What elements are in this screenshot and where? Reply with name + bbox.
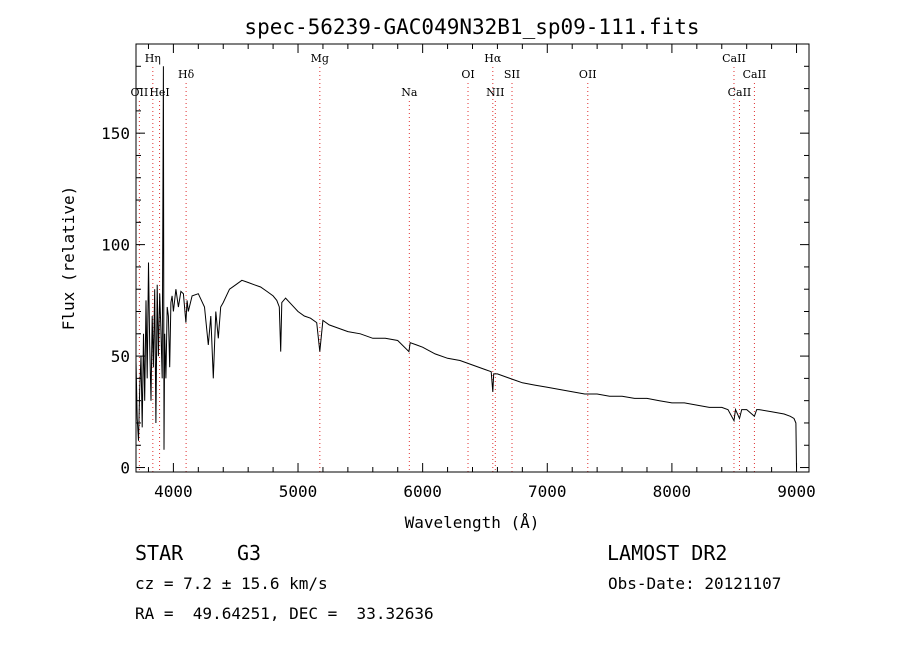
plot-frame (135, 43, 810, 473)
spectral-line-label: OI (461, 68, 474, 81)
spectral-line-label: Hα (484, 52, 502, 65)
x-tick-label: 5000 (279, 482, 318, 501)
spectral-line-label: CaII (722, 52, 746, 65)
redshift-velocity: cz = 7.2 ± 15.6 km/s (135, 574, 328, 593)
object-class: STAR (135, 541, 184, 565)
spectral-line-label: CaII (743, 68, 767, 81)
y-tick-label: 150 (101, 124, 130, 143)
survey-name: LAMOST DR2 (607, 541, 728, 565)
spectral-line-label: NII (486, 86, 504, 99)
y-axis-label: Flux (relative) (59, 186, 78, 331)
observation-date: Obs-Date: 20121107 (608, 574, 782, 593)
chart-title: spec-56239-GAC049N32B1_sp09-111.fits (244, 15, 699, 39)
object-subclass: G3 (237, 541, 262, 565)
spectral-line-label: OII (579, 68, 597, 81)
spectral-line-label: SII (504, 68, 520, 81)
spectral-line-label: Mg (311, 52, 329, 65)
x-axis-ticks: 4000 5000 6000 7000 8000 9000 (147, 44, 816, 501)
y-tick-label: 0 (120, 459, 130, 478)
x-tick-label: 7000 (528, 482, 567, 501)
coordinates: RA = 49.64251, DEC = 33.32636 (135, 604, 434, 623)
flux-series-line (135, 66, 797, 468)
spectral-line-label: OII (131, 86, 149, 99)
spectral-line-label: Na (401, 86, 418, 99)
spectral-line-markers (138, 67, 755, 472)
x-tick-label: 4000 (154, 482, 193, 501)
spectral-line-label: Hδ (178, 68, 195, 81)
spectral-line-label: HeI (149, 86, 169, 99)
x-tick-label: 6000 (403, 482, 442, 501)
y-axis-ticks: 0 50 100 150 (101, 65, 809, 478)
spectral-line-label: Hη (145, 52, 161, 65)
spectral-line-label: CaII (728, 86, 752, 99)
x-axis-label: Wavelength (Å) (405, 513, 540, 532)
y-tick-label: 50 (111, 347, 130, 366)
x-tick-label: 9000 (777, 482, 816, 501)
y-tick-label: 100 (101, 236, 130, 255)
x-tick-label: 8000 (653, 482, 692, 501)
